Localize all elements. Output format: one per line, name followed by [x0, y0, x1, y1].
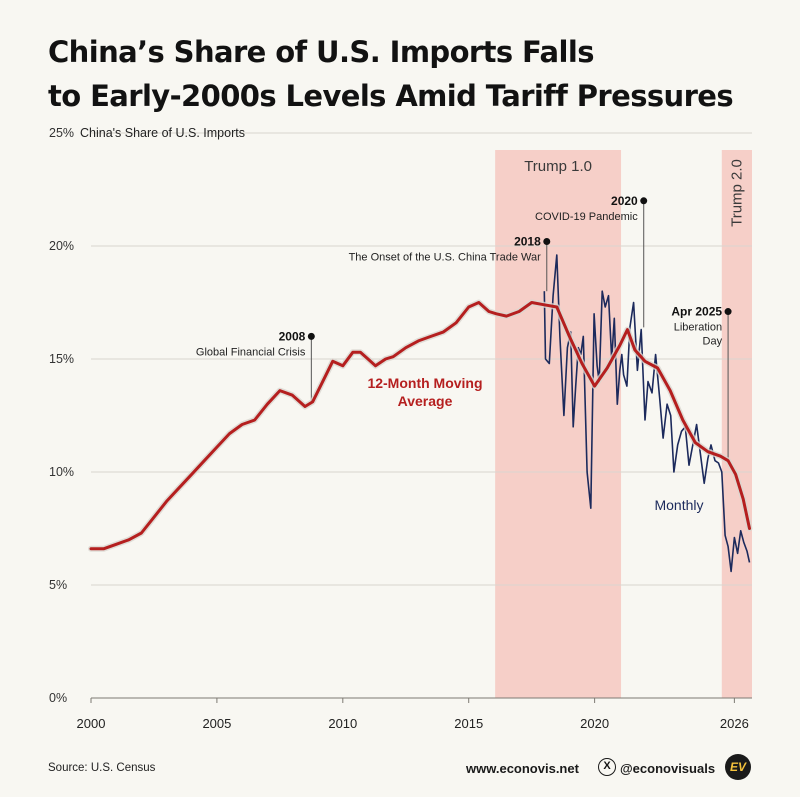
x-tick-label: 2000 [77, 716, 106, 731]
annotation-year-2: 2020 [611, 194, 638, 208]
y-tick-label: 10% [49, 465, 74, 479]
line-chart: Trump 1.0 Trump 2.0 25% 20% 15% 10% 5% 0% China… [49, 126, 753, 731]
gridlines [91, 132, 752, 699]
period-label-0: Trump 1.0 [524, 158, 592, 175]
y-tick-label: 25% [49, 126, 74, 140]
y-tick-label: 5% [49, 578, 67, 592]
x-tick-label: 2015 [454, 716, 483, 731]
monthly-label: Monthly [654, 497, 703, 513]
period-shade-0 [495, 150, 622, 698]
y-tick-label: 20% [49, 239, 74, 253]
source-note: Source: U.S. Census [48, 762, 156, 774]
x-tick-label: 2005 [202, 716, 231, 731]
website-link[interactable]: www.econovis.net [466, 761, 579, 776]
series-lines [88, 254, 753, 573]
annotation-year-0: 2008 [279, 329, 306, 343]
series-labels: 12-Month Moving Average Monthly [367, 375, 703, 513]
moving-average-label: 12-Month Moving [367, 375, 482, 391]
annotation-text-3: Liberation [674, 322, 722, 334]
x-axis-ticks: 2000 2005 2010 2015 2020 2026 [77, 697, 752, 731]
annotation-dot-2 [640, 197, 648, 205]
annotation-year-3: Apr 2025 [671, 305, 722, 319]
chart-title: China’s Share of U.S. Imports Falls to E… [48, 30, 734, 118]
moving-average-line [89, 301, 751, 551]
period-shade-1 [721, 150, 752, 698]
y-axis-title: China's Share of U.S. Imports [80, 126, 245, 140]
x-tick-label: 2020 [580, 716, 609, 731]
moving-average-label: Average [398, 393, 453, 409]
y-tick-label: 15% [49, 352, 74, 366]
social-handle[interactable]: @econovisuals [620, 761, 716, 776]
x-logo-icon: X [598, 758, 616, 776]
footer: Source: U.S. Census www.econovis.net X @… [0, 754, 800, 788]
x-tick-label: 2026 [720, 716, 749, 731]
x-tick-label: 2010 [328, 716, 357, 731]
title-line-1: China’s Share of U.S. Imports Falls [48, 35, 594, 69]
econovis-logo-icon: EV [725, 754, 751, 780]
annotation-text-0: Global Financial Crisis [196, 346, 306, 358]
annotation-year-1: 2018 [514, 234, 541, 248]
annotation-dot-3 [724, 308, 732, 316]
y-axis-ticks: 25% 20% 15% 10% 5% 0% China's Share of U.S. Im… [49, 126, 245, 705]
period-label-1: Trump 2.0 [728, 159, 745, 227]
period-shading: Trump 1.0 Trump 2.0 [495, 150, 752, 698]
annotation-dot-1 [543, 237, 551, 245]
annotation-text-2: COVID-19 Pandemic [535, 211, 638, 223]
y-tick-label: 0% [49, 691, 67, 705]
annotation-text-3: Day [703, 336, 723, 348]
title-line-2: to Early-2000s Levels Amid Tariff Pressu… [48, 79, 734, 113]
annotations: 2008 Global Financial Crisis 2018 The Onset… [196, 194, 732, 461]
annotation-dot-0 [307, 332, 315, 340]
monthly-line [543, 254, 751, 573]
annotation-text-1: The Onset of the U.S. China Trade War [349, 251, 542, 263]
